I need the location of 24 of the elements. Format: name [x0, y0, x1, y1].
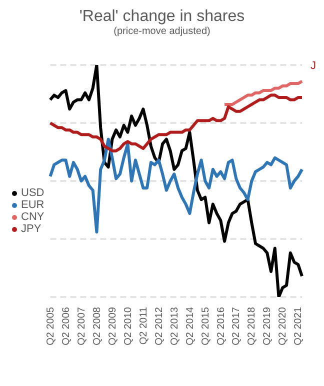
x-tick-label: Q2 2020: [278, 306, 289, 346]
legend-label: CNY: [21, 211, 44, 223]
x-tick-label: Q2 2018: [246, 306, 258, 346]
x-tick-label: Q2 2006: [60, 306, 72, 346]
legend-label: JPY: [21, 223, 42, 235]
x-tick-label: Q2 2009: [107, 306, 118, 346]
x-tick-label: Q2 2012: [154, 306, 165, 346]
x-tick-label: Q2 2017: [231, 306, 242, 346]
x-tick-label: Q2 2008: [92, 306, 103, 346]
chart-subtitle: (price-move adjusted): [112, 26, 212, 37]
x-tick-label: Q2 2005: [45, 306, 56, 346]
chart-title: 'Real' change in shares: [78, 8, 246, 26]
x-tick-label: Q2 2007: [76, 306, 88, 346]
x-tick-label: Q2 2015: [200, 306, 212, 346]
x-tick-label: Q2 2021: [293, 306, 304, 346]
legend-label: EUR: [21, 199, 44, 211]
legend-label: USD: [21, 187, 44, 199]
x-tick-label: Q2 2010: [122, 306, 134, 346]
x-tick-label: Q2 2014: [184, 306, 196, 346]
x-tick-label: Q2 2013: [169, 306, 180, 346]
x-tick-label: Q2 2016: [216, 306, 227, 346]
x-tick-label: Q2 2011: [138, 306, 150, 345]
x-tick-label: Q2 2019: [262, 306, 274, 346]
text: J: [310, 60, 316, 72]
